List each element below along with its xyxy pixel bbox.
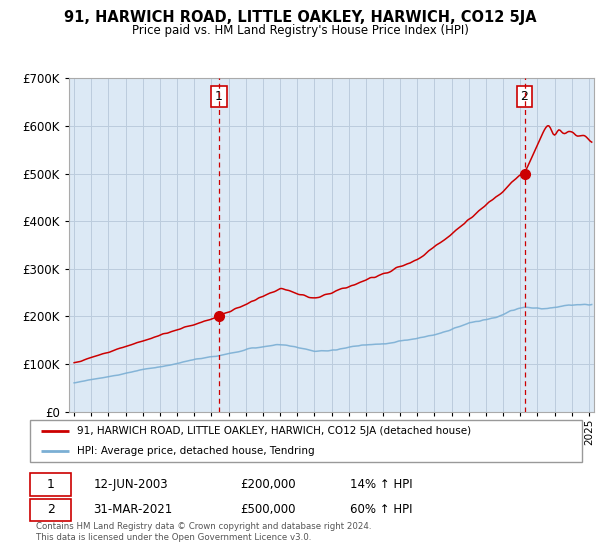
- Text: HPI: Average price, detached house, Tendring: HPI: Average price, detached house, Tend…: [77, 446, 314, 456]
- Text: Contains HM Land Registry data © Crown copyright and database right 2024.
This d: Contains HM Land Registry data © Crown c…: [35, 522, 371, 542]
- Text: 1: 1: [47, 478, 55, 491]
- Text: 31-MAR-2021: 31-MAR-2021: [94, 503, 173, 516]
- Text: 2: 2: [521, 90, 529, 103]
- Text: 91, HARWICH ROAD, LITTLE OAKLEY, HARWICH, CO12 5JA: 91, HARWICH ROAD, LITTLE OAKLEY, HARWICH…: [64, 10, 536, 25]
- Text: 12-JUN-2003: 12-JUN-2003: [94, 478, 168, 491]
- Text: 2: 2: [47, 503, 55, 516]
- Text: £500,000: £500,000: [240, 503, 295, 516]
- Text: 60% ↑ HPI: 60% ↑ HPI: [350, 503, 413, 516]
- FancyBboxPatch shape: [30, 498, 71, 521]
- Text: 91, HARWICH ROAD, LITTLE OAKLEY, HARWICH, CO12 5JA (detached house): 91, HARWICH ROAD, LITTLE OAKLEY, HARWICH…: [77, 426, 471, 436]
- FancyBboxPatch shape: [30, 473, 71, 496]
- Text: £200,000: £200,000: [240, 478, 295, 491]
- Text: 1: 1: [215, 90, 223, 103]
- Text: 14% ↑ HPI: 14% ↑ HPI: [350, 478, 413, 491]
- Text: Price paid vs. HM Land Registry's House Price Index (HPI): Price paid vs. HM Land Registry's House …: [131, 24, 469, 36]
